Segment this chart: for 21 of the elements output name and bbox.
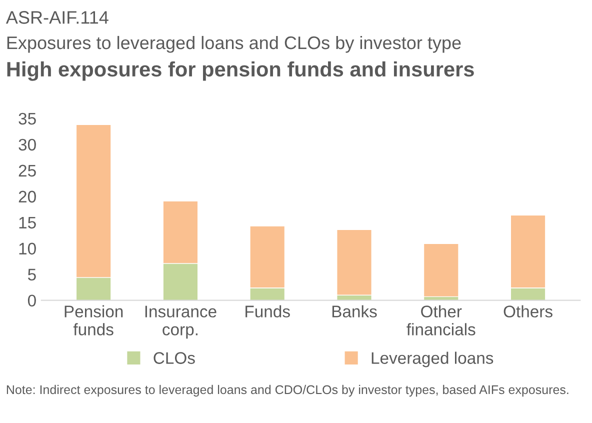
bar bbox=[423, 243, 459, 298]
y-tick-label: 35 bbox=[18, 112, 36, 125]
x-tick-label: Funds bbox=[246, 305, 290, 318]
text: ASR-AIF.114 bbox=[6, 11, 108, 24]
y-tick-label: 10 bbox=[19, 242, 36, 255]
y-tick-label: 0 bbox=[28, 294, 36, 307]
legend-label: Leveraged loans bbox=[372, 352, 494, 368]
y-tick-label: 5 bbox=[28, 268, 36, 281]
y-tick-label: 20 bbox=[18, 190, 36, 203]
legend-label: CLOs bbox=[154, 352, 195, 364]
chart-title: High exposures for pension funds and insurers bbox=[7, 61, 474, 81]
x-tick-label: Other financials bbox=[406, 305, 476, 336]
text: Note: Indirect exposures to leveraged loans and CDO/CLOs by investor types, based AIFs exposures. bbox=[6, 384, 568, 397]
x-tick-label: Insurance corp. bbox=[145, 306, 216, 339]
y-tick-label: 25 bbox=[18, 164, 36, 177]
y-tick-label: 15 bbox=[19, 216, 36, 229]
x-tick-label: Others bbox=[504, 305, 552, 318]
y-tick-label: 30 bbox=[18, 138, 36, 151]
chart-subtitle: Exposures to leveraged loans and CLOs by investor type bbox=[7, 36, 461, 53]
x-tick-label: Banks bbox=[332, 305, 377, 318]
x-tick-label: Pension funds bbox=[64, 305, 123, 336]
